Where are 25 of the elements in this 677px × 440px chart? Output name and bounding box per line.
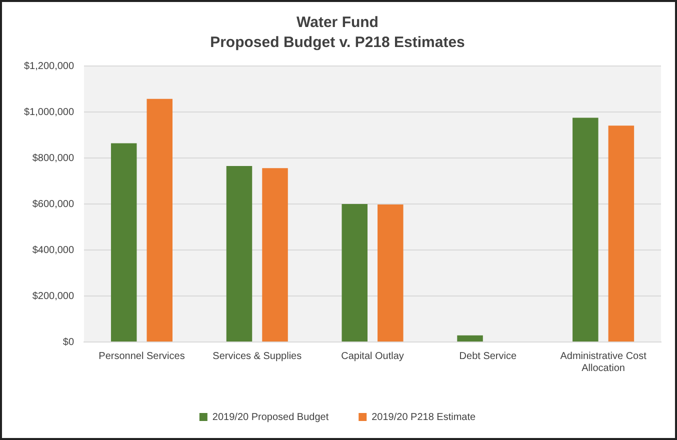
bar — [262, 168, 288, 342]
bar — [146, 98, 173, 342]
chart-subtitle: Proposed Budget v. P218 Estimates — [210, 34, 465, 52]
bar — [378, 204, 404, 342]
y-tick-label: $600,000 — [32, 198, 74, 210]
bar — [572, 118, 598, 342]
x-tick-label: Capital Outlay — [341, 350, 404, 362]
x-tick-label: Administrative Cost Allocation — [560, 350, 647, 374]
y-tick-label: $1,000,000 — [24, 106, 74, 118]
y-tick-label: $800,000 — [32, 152, 74, 164]
legend-label: 2019/20 P218 Estimate — [372, 412, 476, 423]
chart-title: Water Fund — [296, 14, 378, 32]
x-tick-label: Personnel Services — [98, 350, 185, 362]
bar — [226, 166, 252, 342]
y-tick-label: $0 — [62, 336, 74, 348]
x-tick-label: Services & Supplies — [212, 350, 302, 362]
legend-label: 2019/20 Proposed Budget — [212, 412, 329, 423]
y-tick-label: $1,200,000 — [24, 60, 74, 72]
bar — [457, 335, 483, 342]
x-tick-label: Debt Service — [459, 350, 517, 362]
y-tick-label: $400,000 — [32, 244, 74, 256]
y-tick-label: $200,000 — [32, 290, 74, 302]
bar — [110, 143, 137, 342]
bar — [608, 126, 634, 342]
bar — [342, 204, 368, 342]
